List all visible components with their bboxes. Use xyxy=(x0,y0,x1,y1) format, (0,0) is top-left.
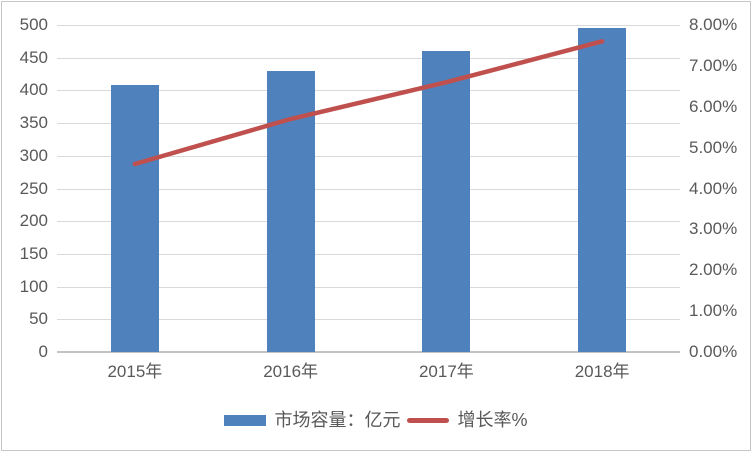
gridline xyxy=(57,319,680,321)
right-axis-tick-label: 4.00% xyxy=(689,178,738,198)
left-axis-tick-label: 500 xyxy=(19,15,48,34)
right-axis-tick-label: 2.00% xyxy=(689,260,738,280)
legend-item-market-capacity: 市场容量：亿元 xyxy=(224,409,400,431)
gridline xyxy=(57,286,680,288)
bar-2015年 xyxy=(110,85,159,352)
left-axis-tick-label: 0 xyxy=(38,342,48,361)
gridline xyxy=(57,188,680,190)
left-axis-tick-label: 400 xyxy=(19,80,48,100)
left-axis-tick-label: 450 xyxy=(19,47,48,67)
left-axis-tick-label: 50 xyxy=(29,309,48,329)
bar-2017年 xyxy=(422,51,471,352)
right-axis-tick-label: 8.00% xyxy=(689,15,738,34)
right-axis-tick-label: 3.00% xyxy=(689,219,738,239)
legend-label-market-capacity: 市场容量：亿元 xyxy=(274,410,401,430)
gridline xyxy=(57,253,680,255)
gridline xyxy=(57,25,680,26)
x-axis-line xyxy=(57,351,680,353)
legend: 市场容量：亿元 增长率% xyxy=(0,406,752,434)
left-axis-tick-label: 150 xyxy=(19,243,48,263)
bar-2018年 xyxy=(578,28,627,352)
legend-label-growth-rate: 增长率% xyxy=(457,410,528,430)
x-axis-label-2016年: 2016年 xyxy=(263,362,319,381)
x-axis-label-2018年: 2018年 xyxy=(574,362,630,381)
gridline xyxy=(57,221,680,223)
left-axis-tick-label: 300 xyxy=(19,145,48,165)
x-axis-label-2017年: 2017年 xyxy=(418,362,474,381)
bar-2016年 xyxy=(266,70,315,352)
right-axis-tick-label: 5.00% xyxy=(689,137,738,157)
right-axis-tick-label: 6.00% xyxy=(689,96,738,116)
line-series-swatch xyxy=(407,417,450,423)
left-axis-tick-label: 100 xyxy=(19,276,48,296)
bar-series-swatch xyxy=(224,414,267,426)
right-axis-tick-label: 0.00% xyxy=(689,342,738,361)
legend-item-growth-rate: 增长率% xyxy=(407,409,528,431)
x-axis-label-2015年: 2015年 xyxy=(107,362,163,381)
left-axis-tick-label: 350 xyxy=(19,113,48,133)
right-axis-tick-label: 1.00% xyxy=(689,301,738,321)
left-axis-tick-label: 250 xyxy=(19,178,48,198)
right-axis-tick-label: 7.00% xyxy=(689,55,738,75)
left-axis-tick-label: 200 xyxy=(19,211,48,231)
